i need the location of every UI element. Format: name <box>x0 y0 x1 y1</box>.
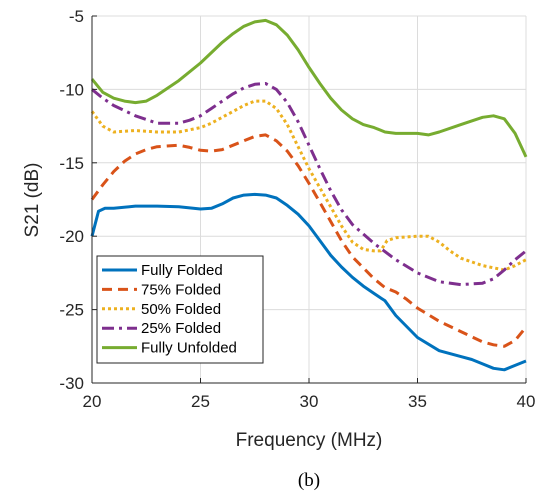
y-tick-label: -10 <box>59 80 84 99</box>
series-line-1 <box>90 192 527 372</box>
legend: Fully Folded 75% Folded 50% Folded 25% Fold… <box>96 255 264 364</box>
plot-series <box>90 18 528 372</box>
series-line-2 <box>90 133 528 348</box>
series-line-4 <box>91 82 527 287</box>
legend-label-2: 75% Folded <box>141 281 221 298</box>
x-tick-label: 40 <box>517 392 536 411</box>
x-tick-label: 30 <box>300 392 319 411</box>
y-tick-label: -5 <box>69 7 84 26</box>
series-line-3 <box>90 99 527 272</box>
y-tick-label: -20 <box>59 227 84 246</box>
y-axis-label: S21 (dB) <box>22 163 43 238</box>
legend-label-5: Fully Unfolded <box>141 340 237 357</box>
figure-caption: (b) <box>298 470 320 491</box>
x-tick-label: 35 <box>408 392 427 411</box>
x-tick-label: 20 <box>83 392 102 411</box>
legend-label-1: Fully Folded <box>141 262 223 279</box>
series-line-5 <box>90 18 528 158</box>
y-tick-label: -25 <box>59 301 84 320</box>
legend-label-4: 25% Folded <box>141 320 221 337</box>
legend-box <box>96 255 264 364</box>
axes: 20 25 30 35 40 -5 -10 -15 -20 -25 -30 <box>59 7 535 411</box>
legend-label-3: 50% Folded <box>141 301 221 318</box>
y-tick-label: -30 <box>59 374 84 393</box>
x-axis-label: Frequency (MHz) <box>236 430 383 451</box>
y-tick-label: -15 <box>59 154 84 173</box>
x-tick-label: 25 <box>191 392 210 411</box>
